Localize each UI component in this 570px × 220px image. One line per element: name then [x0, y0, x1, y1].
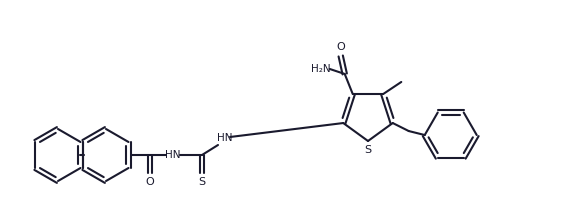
Text: HN: HN — [217, 133, 233, 143]
Text: O: O — [145, 177, 154, 187]
Text: O: O — [336, 42, 345, 52]
Text: S: S — [364, 145, 372, 155]
Text: H₂N: H₂N — [311, 64, 331, 74]
Text: S: S — [198, 177, 206, 187]
Text: HN: HN — [165, 150, 181, 160]
